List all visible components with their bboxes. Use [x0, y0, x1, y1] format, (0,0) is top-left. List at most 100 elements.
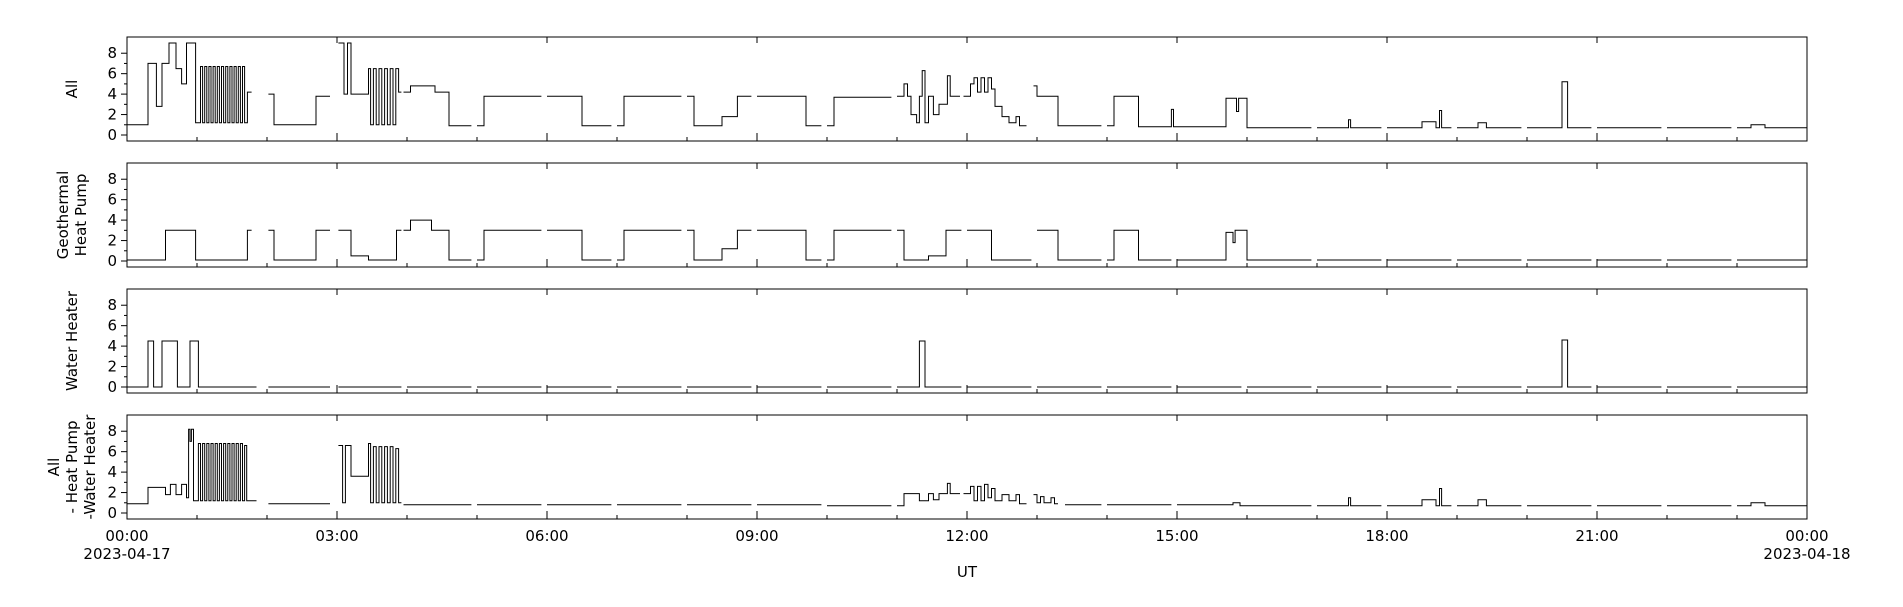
panel-2: 0 2 4 6 8 GeothermalHeat Pump — [54, 162, 1808, 270]
x-tick-label: 09:00 — [735, 527, 778, 545]
y-tick-label: 2 — [107, 484, 117, 502]
series-line — [547, 95, 612, 127]
series-line — [1527, 339, 1592, 388]
x-tick-label: 00:00 — [1785, 527, 1828, 545]
y-axis-label-line: Geothermal — [54, 171, 72, 260]
panel-frame — [126, 288, 1808, 394]
chart-panels: 0 2 4 6 8 All 0 2 4 6 8 GeothermalHeat Pump 0 2 4 6 8 Wat… — [45, 36, 1808, 522]
series-line — [127, 229, 252, 261]
y-axis-label-line: All — [45, 458, 63, 477]
panel-4: 0 2 4 6 8 All- Heat Pump-Water Heater — [45, 414, 1808, 522]
series-line — [477, 95, 542, 127]
series-line — [197, 66, 252, 124]
series-line — [1737, 502, 1807, 507]
panel-frame — [126, 162, 1808, 268]
x-tick-label: 15:00 — [1155, 527, 1198, 545]
series-line — [1317, 119, 1382, 129]
y-axis-label: All- Heat Pump-Water Heater — [45, 414, 99, 520]
series-line — [1527, 81, 1592, 129]
series-line — [757, 95, 822, 127]
y-axis-label: All — [63, 80, 81, 99]
series-line — [127, 340, 257, 388]
y-tick-label: 0 — [107, 126, 117, 144]
series-line — [827, 229, 892, 261]
y-axis-label-line: All — [63, 80, 81, 99]
series-line — [1177, 502, 1312, 507]
panel-1: 0 2 4 6 8 All — [63, 36, 1808, 144]
series-line — [1457, 499, 1522, 507]
series-line — [897, 340, 962, 388]
series-line — [1107, 229, 1172, 261]
y-tick-label: 0 — [107, 378, 117, 396]
series-line — [403, 85, 472, 127]
series-line — [757, 229, 822, 261]
x-tick-label: 00:00 — [105, 527, 148, 545]
series-line — [897, 229, 962, 261]
x-tick-label: 06:00 — [525, 527, 568, 545]
x-tick-label: 03:00 — [315, 527, 358, 545]
series-line — [617, 95, 682, 127]
y-tick-label: 0 — [107, 252, 117, 270]
series-line — [1737, 124, 1807, 129]
series-line — [338, 229, 402, 261]
panel-3: 0 2 4 6 8 Water Heater — [63, 288, 1808, 396]
y-tick-label: 6 — [107, 191, 117, 209]
series-line — [1177, 229, 1312, 261]
y-tick-label: 6 — [107, 317, 117, 335]
series-line — [963, 483, 1027, 505]
series-line — [338, 42, 402, 126]
y-tick-label: 8 — [107, 422, 117, 440]
series-line — [1317, 497, 1382, 507]
series-line — [1177, 97, 1312, 129]
series-line — [127, 42, 197, 126]
y-tick-label: 4 — [107, 463, 117, 481]
series-line — [1033, 85, 1102, 127]
series-line — [403, 219, 472, 261]
y-tick-label: 4 — [107, 211, 117, 229]
y-tick-label: 2 — [107, 232, 117, 250]
series-line — [197, 443, 257, 502]
y-tick-label: 2 — [107, 106, 117, 124]
series-line — [897, 70, 960, 124]
y-tick-label: 6 — [107, 443, 117, 461]
y-tick-label: 8 — [107, 170, 117, 188]
series-line — [1387, 488, 1452, 507]
y-tick-label: 8 — [107, 44, 117, 62]
series-line — [967, 229, 1032, 261]
y-axis-label: GeothermalHeat Pump — [54, 171, 90, 260]
series-line — [268, 93, 330, 126]
y-tick-label: 4 — [107, 337, 117, 355]
x-tick-label: 18:00 — [1365, 527, 1408, 545]
y-tick-label: 4 — [107, 85, 117, 103]
series-line — [963, 77, 1027, 127]
y-axis-label: Water Heater — [63, 290, 81, 391]
y-axis-label-line: Heat Pump — [72, 174, 90, 257]
series-line — [1033, 494, 1058, 505]
x-tick-label: 21:00 — [1575, 527, 1618, 545]
x-tick-sublabel: 2023-04-17 — [83, 545, 170, 563]
series-line — [1107, 95, 1177, 128]
series-line — [547, 229, 612, 261]
y-axis-label-line: Water Heater — [63, 290, 81, 391]
series-line — [338, 443, 402, 504]
y-tick-label: 6 — [107, 65, 117, 83]
x-tick-sublabel: 2023-04-18 — [1763, 545, 1850, 563]
series-line — [827, 96, 892, 127]
series-line — [1457, 122, 1522, 129]
y-axis-label-line: -Water Heater — [81, 414, 99, 520]
series-line — [687, 229, 752, 261]
series-line — [687, 95, 752, 127]
y-axis-label-line: - Heat Pump — [63, 421, 81, 514]
series-line — [1037, 229, 1102, 261]
series-line — [268, 229, 330, 261]
y-tick-label: 8 — [107, 296, 117, 314]
x-tick-label: 12:00 — [945, 527, 988, 545]
x-axis-label: UT — [957, 563, 978, 581]
series-line — [1387, 110, 1452, 129]
series-line — [617, 229, 682, 261]
y-tick-label: 0 — [107, 504, 117, 522]
series-line — [897, 482, 960, 507]
series-line — [477, 229, 542, 261]
